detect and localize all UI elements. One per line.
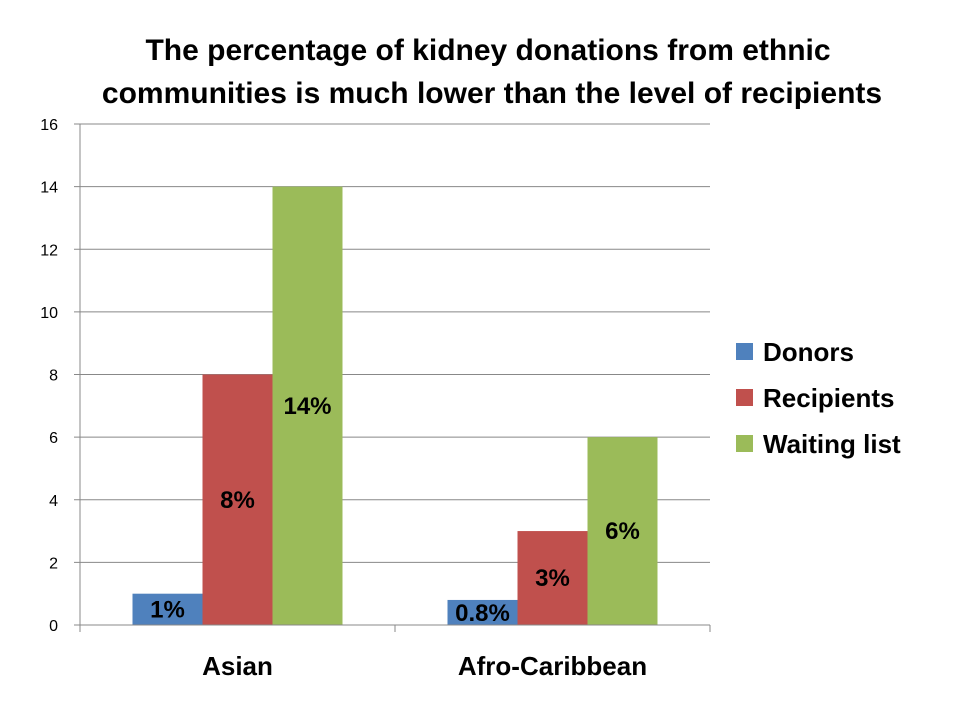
data-labels: 1% 8% 14% 0.8% 3% 6%	[150, 393, 640, 627]
data-label: 8%	[220, 487, 255, 514]
y-tick-label: 2	[49, 555, 58, 572]
legend-item: Waiting list	[736, 429, 901, 459]
y-tick-label: 14	[40, 180, 58, 197]
legend-item: Donors	[736, 337, 854, 367]
bar-donors	[447, 599, 518, 625]
chart-title: The percentage of kidney donations from …	[102, 34, 882, 110]
legend-label: Waiting list	[763, 429, 901, 459]
category-label: Asian	[202, 651, 273, 681]
y-tick-label: 16	[40, 117, 58, 134]
y-tick-label: 10	[40, 305, 58, 322]
bar-recipients	[517, 531, 588, 625]
data-label: 3%	[535, 565, 570, 592]
category-label: Afro-Caribbean	[458, 651, 647, 681]
bar-donors	[132, 593, 203, 625]
y-tick-label: 12	[40, 242, 58, 259]
y-tick-label: 0	[49, 618, 58, 635]
legend-swatch	[736, 389, 753, 406]
legend-swatch	[736, 343, 753, 360]
axes	[79, 124, 711, 632]
gridlines	[74, 123, 710, 626]
data-label: 14%	[283, 393, 331, 420]
data-label: 6%	[605, 518, 640, 545]
y-tick-label: 8	[49, 368, 58, 385]
chart-title-line-2: communities is much lower than the level…	[102, 77, 882, 110]
data-label: 1%	[150, 596, 185, 623]
bar-recipients	[202, 374, 273, 625]
legend-item: Recipients	[736, 383, 895, 413]
y-axis-tick-labels: 0 2 4 6 8 10 12 14 16	[40, 117, 58, 635]
y-tick-label: 6	[49, 430, 58, 447]
y-tick-label: 4	[49, 493, 58, 510]
legend-label: Recipients	[763, 383, 895, 413]
bar-waiting-list	[587, 437, 658, 625]
legend-swatch	[736, 435, 753, 452]
data-label: 0.8%	[455, 600, 510, 627]
legend-label: Donors	[763, 337, 854, 367]
legend: Donors Recipients Waiting list	[736, 337, 901, 459]
chart-title-line-1: The percentage of kidney donations from …	[145, 34, 830, 67]
x-axis-category-labels: Asian Afro-Caribbean	[202, 651, 647, 681]
bars	[132, 186, 658, 625]
bar-waiting-list	[272, 186, 343, 625]
